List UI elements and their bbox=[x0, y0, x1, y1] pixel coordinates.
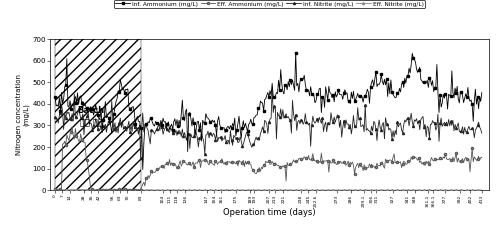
Eff. Nitrite (mg/L) bbox=[104, 189, 110, 192]
Inf. Nitrite (mg/L) bbox=[52, 116, 58, 119]
Eff. Ammonium (mg/L) bbox=[69, 125, 75, 128]
Eff. Ammonium (mg/L) bbox=[479, 156, 485, 159]
Inf. Nitrite (mg/L) bbox=[222, 134, 228, 137]
Eff. Nitrite (mg/L) bbox=[323, 189, 329, 192]
Eff. Ammonium (mg/L) bbox=[93, 189, 99, 192]
Eff. Ammonium (mg/L) bbox=[52, 188, 58, 191]
Inf. Ammonium (mg/L) bbox=[323, 85, 329, 88]
Inf. Nitrite (mg/L) bbox=[138, 156, 144, 159]
Inf. Ammonium (mg/L) bbox=[140, 168, 146, 171]
Eff. Nitrite (mg/L) bbox=[52, 189, 58, 192]
Inf. Nitrite (mg/L) bbox=[323, 121, 329, 123]
Legend: Inf. Ammonium (mg/L), Eff. Ammonium (mg/L), Inf. Nitrite (mg/L), Eff. Nitrite (m: Inf. Ammonium (mg/L), Eff. Ammonium (mg/… bbox=[114, 0, 425, 8]
Inf. Nitrite (mg/L) bbox=[479, 132, 485, 135]
Y-axis label: Nitrogen concentration
(mg/L): Nitrogen concentration (mg/L) bbox=[16, 74, 29, 155]
Line: Inf. Ammonium (mg/L): Inf. Ammonium (mg/L) bbox=[54, 52, 483, 171]
Inf. Ammonium (mg/L) bbox=[479, 91, 485, 94]
Eff. Nitrite (mg/L) bbox=[226, 188, 232, 191]
Inf. Nitrite (mg/L) bbox=[269, 88, 275, 91]
Inf. Ammonium (mg/L) bbox=[293, 51, 299, 54]
Eff. Ammonium (mg/L) bbox=[364, 167, 370, 170]
Eff. Ammonium (mg/L) bbox=[106, 189, 112, 192]
Inf. Nitrite (mg/L) bbox=[362, 103, 368, 106]
Inf. Nitrite (mg/L) bbox=[103, 131, 109, 134]
Eff. Nitrite (mg/L) bbox=[479, 189, 485, 192]
Eff. Ammonium (mg/L) bbox=[323, 160, 329, 163]
Inf. Nitrite (mg/L) bbox=[192, 128, 198, 131]
Eff. Ammonium (mg/L) bbox=[362, 166, 368, 169]
Inf. Ammonium (mg/L) bbox=[52, 95, 58, 98]
Eff. Ammonium (mg/L) bbox=[193, 161, 199, 164]
Text: Batch
운영 기간: Batch 운영 기간 bbox=[77, 106, 105, 127]
Bar bbox=[55, 39, 141, 190]
Inf. Ammonium (mg/L) bbox=[103, 116, 109, 119]
Eff. Nitrite (mg/L) bbox=[84, 189, 90, 192]
Eff. Nitrite (mg/L) bbox=[222, 189, 228, 192]
Eff. Nitrite (mg/L) bbox=[364, 189, 370, 192]
Inf. Ammonium (mg/L) bbox=[222, 131, 228, 134]
Line: Inf. Nitrite (mg/L): Inf. Nitrite (mg/L) bbox=[54, 88, 483, 159]
X-axis label: Operation time (days): Operation time (days) bbox=[223, 208, 316, 217]
Line: Eff. Nitrite (mg/L): Eff. Nitrite (mg/L) bbox=[54, 189, 483, 191]
Eff. Ammonium (mg/L) bbox=[223, 162, 229, 165]
Inf. Nitrite (mg/L) bbox=[364, 127, 370, 130]
Line: Eff. Ammonium (mg/L): Eff. Ammonium (mg/L) bbox=[54, 126, 483, 191]
Inf. Ammonium (mg/L) bbox=[192, 134, 198, 137]
Inf. Ammonium (mg/L) bbox=[364, 88, 370, 91]
Eff. Nitrite (mg/L) bbox=[362, 189, 368, 192]
Inf. Ammonium (mg/L) bbox=[362, 95, 368, 98]
Eff. Nitrite (mg/L) bbox=[192, 189, 198, 192]
